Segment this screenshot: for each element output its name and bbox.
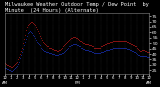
Text: Milwaukee Weather Outdoor Temp / Dew Point  by Minute  (24 Hours) (Alternate): Milwaukee Weather Outdoor Temp / Dew Poi… (5, 2, 149, 13)
